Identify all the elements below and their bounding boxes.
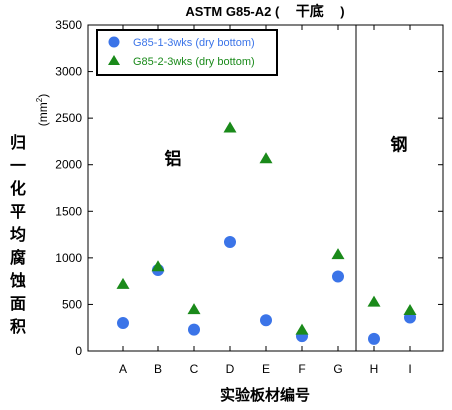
x-tick-label: B — [154, 362, 162, 376]
series-1-point-C — [188, 323, 200, 336]
y-tick-label: 3000 — [55, 65, 82, 79]
x-tick-label: G — [333, 362, 342, 376]
legend: G85-1-3wks (dry bottom) G85-2-3wks (dry … — [96, 29, 278, 76]
y-tick-label: 1000 — [55, 251, 82, 265]
y-axis-label-char: 腐 — [10, 248, 26, 267]
legend-box — [96, 29, 278, 76]
chart-title-suffix: ) — [340, 4, 344, 19]
y-tick-label: 500 — [62, 297, 82, 311]
data-marks — [116, 121, 417, 345]
legend-triangle-marker — [108, 55, 120, 65]
y-axis-label-char: 均 — [10, 225, 26, 244]
series-1-point-E — [260, 314, 272, 327]
x-tick-label: E — [262, 362, 270, 376]
region-label-1: 铝 — [165, 149, 182, 170]
y-tick-label: 1500 — [55, 204, 82, 218]
y-axis-label-char: 蚀 — [9, 271, 26, 290]
y-tick-label: 3500 — [55, 18, 82, 32]
y-axis-label-char: 面 — [10, 294, 26, 313]
y-tick-label: 2500 — [55, 111, 82, 125]
x-tick-label: I — [408, 362, 411, 376]
series-2-point-H — [367, 295, 381, 307]
series-2-point-B — [151, 260, 165, 272]
series-1-point-H — [368, 332, 380, 345]
series-1-point-G — [332, 270, 344, 283]
chart-title-cjk: 干底 — [296, 3, 324, 20]
x-axis-label: 实验板材编号 — [220, 386, 310, 404]
y-axis-unit: (mm2) — [35, 94, 50, 126]
y-tick-label: 2000 — [55, 158, 82, 172]
series-2-point-I — [403, 304, 417, 316]
chart-title: ASTM G85-A2 ( 干底 ) — [185, 3, 344, 20]
x-axis-ticks: A B C D E F G H I — [119, 25, 412, 376]
series-1-point-D — [224, 236, 236, 249]
x-tick-label: H — [370, 362, 379, 376]
chart-title-prefix: ASTM G85-A2 ( — [185, 4, 280, 19]
y-axis-label-char: 归 — [10, 133, 26, 152]
series-2-point-A — [116, 277, 130, 289]
series-2-point-F — [295, 323, 309, 335]
x-tick-label: D — [226, 362, 235, 376]
series-2-point-G — [331, 248, 345, 260]
series-1-point-A — [117, 317, 129, 330]
x-tick-label: A — [119, 362, 127, 376]
x-tick-label: C — [190, 362, 199, 376]
x-tick-label: F — [298, 362, 305, 376]
series-2-point-D — [223, 121, 237, 133]
region-labels: 铝钢 — [165, 135, 408, 170]
y-axis-label-char: 化 — [10, 179, 26, 198]
legend-series-2-label: G85-2-3wks (dry bottom) — [133, 56, 255, 68]
y-axis-label-char: 平 — [10, 202, 26, 221]
y-axis-label-char: 积 — [10, 317, 26, 336]
series-2-point-C — [187, 303, 201, 315]
y-tick-label: 0 — [75, 344, 82, 358]
legend-circle-marker — [108, 36, 120, 48]
series-2-point-E — [259, 152, 273, 164]
y-axis-label-char: 一 — [10, 156, 26, 175]
region-label-2: 钢 — [391, 135, 408, 156]
legend-series-1-label: G85-1-3wks (dry bottom) — [133, 37, 255, 49]
y-axis-ticks: 0 500 1000 1500 2000 2500 3000 3500 — [55, 18, 443, 358]
